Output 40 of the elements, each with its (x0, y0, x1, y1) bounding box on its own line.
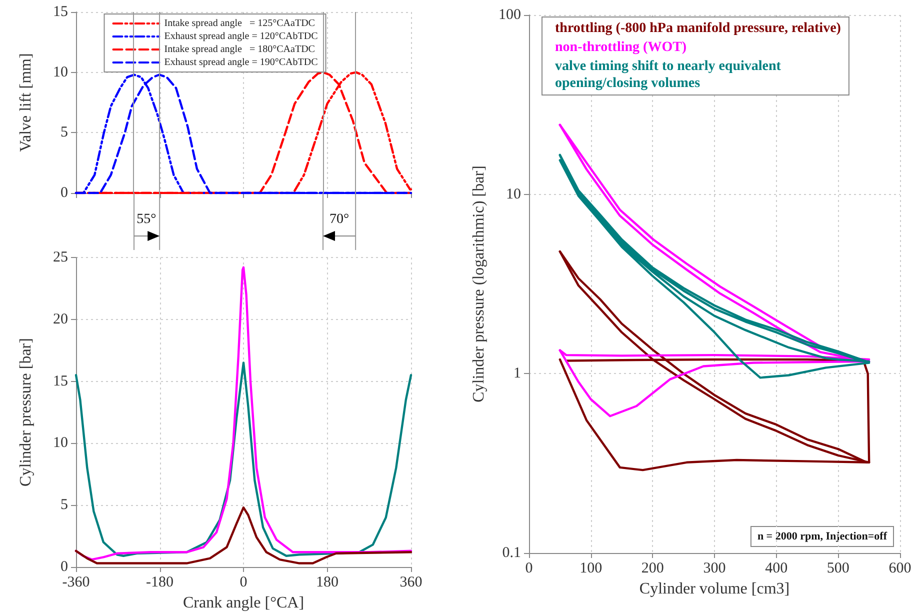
y-tick-label: 15 (53, 4, 68, 20)
text: 55° (136, 212, 158, 228)
text: valve timing shift to nearly equivalent opening/closing volumes (555, 59, 782, 91)
x-tick-label: 360 (400, 574, 422, 590)
legend-label: Intake spread angle = 125°CAaTDC (164, 18, 316, 29)
x-tick-label: 100 (580, 560, 602, 576)
x-tick-label: 300 (703, 560, 726, 576)
y-tick-label: 5 (60, 497, 68, 514)
y-axis-title: Valve lift [mm] (18, 53, 34, 152)
x-tick-label: 180 (316, 574, 338, 590)
text: 70° (328, 212, 350, 228)
y-tick-label: 5 (60, 124, 68, 141)
y-tick-label: 10 (53, 64, 68, 80)
x-tick-label: 600 (888, 560, 912, 576)
x-tick-label: 200 (641, 560, 664, 576)
x-axis-title: Cylinder volume [cm3] (639, 580, 790, 598)
y-tick-label: 1 (514, 366, 521, 382)
y-tick-label: 25 (53, 250, 68, 266)
text: non-throttling (WOT) (555, 40, 687, 55)
y-axis-title: Cylinder pressure [bar] (18, 338, 34, 486)
x-tick-label: 0 (240, 574, 248, 590)
legend-label: Exhaust spread angle = 190°CAbTDC (164, 57, 318, 68)
y-tick-label: 10 (506, 186, 521, 202)
legend-label: Intake spread angle = 180°CAaTDC (164, 44, 316, 55)
y-axis-title: Cylinder pressure (logarithmic) [bar] (470, 166, 488, 402)
y-tick-label: 100 (498, 7, 521, 23)
y-tick-label: 0.1 (502, 545, 521, 561)
text: throttling (-800 hPa manifold pressure, relative) (555, 21, 842, 36)
y-tick-label: 0 (60, 185, 68, 201)
x-tick-label: 0 (525, 560, 533, 576)
x-tick-label: 500 (826, 560, 850, 576)
annotation: n = 2000 rpm, Injection=off (757, 530, 888, 542)
x-tick-label: -180 (146, 574, 174, 590)
x-tick-label: -360 (62, 574, 90, 590)
legend-label: Exhaust spread angle = 120°CAbTDC (164, 31, 318, 42)
x-tick-label: 400 (765, 560, 788, 576)
y-tick-label: 20 (53, 311, 68, 328)
y-tick-label: 15 (53, 373, 68, 390)
y-tick-label: 10 (53, 435, 68, 452)
x-axis-title: Crank angle [°CA] (182, 594, 304, 612)
